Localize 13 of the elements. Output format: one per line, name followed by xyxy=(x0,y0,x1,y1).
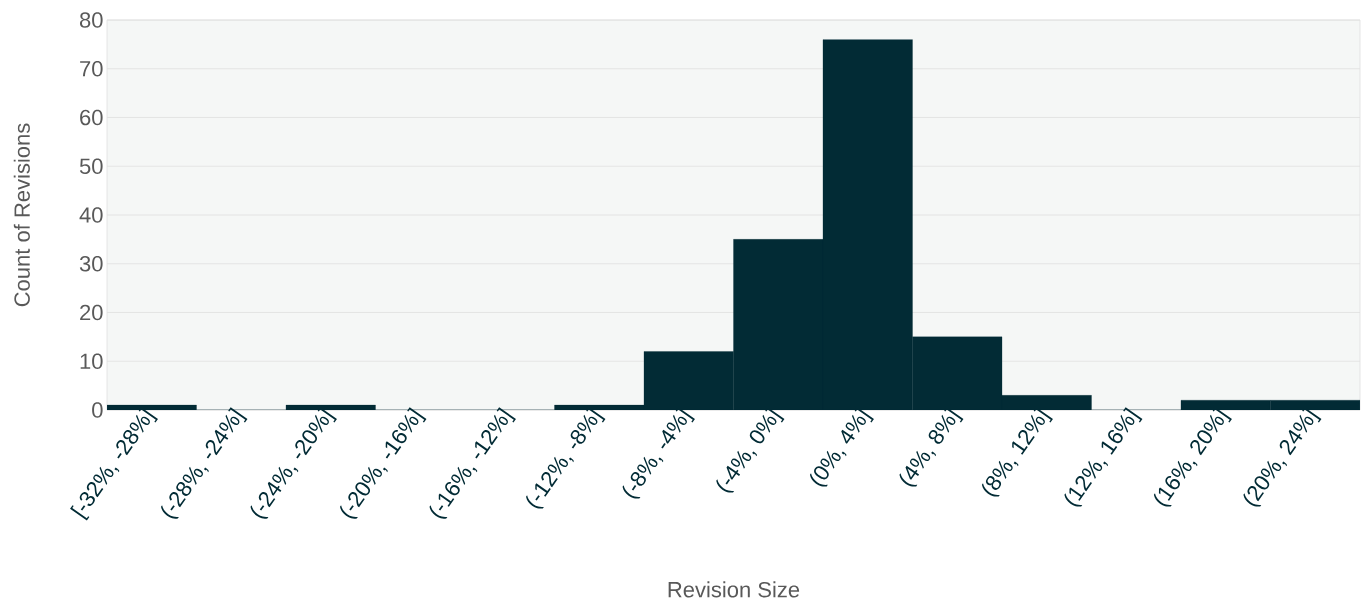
y-axis-title: Count of Revisions xyxy=(13,123,30,307)
x-tick-label: (4%, 8%] xyxy=(899,407,964,487)
y-tick-label: 60 xyxy=(80,109,103,126)
x-tick-label: (0%, 4%] xyxy=(809,407,874,487)
y-tick-label: 80 xyxy=(79,12,103,28)
y-tick-label: 20 xyxy=(80,304,103,321)
x-axis-title: Revision Size xyxy=(668,581,800,598)
y-tick-label: 30 xyxy=(79,255,103,272)
y-tick-label: 0 xyxy=(92,402,103,418)
y-tick-label: 50 xyxy=(79,158,103,175)
y-tick-label: 10 xyxy=(80,353,103,370)
y-tick-label: 70 xyxy=(80,60,103,77)
y-tick-label: 40 xyxy=(79,207,103,223)
